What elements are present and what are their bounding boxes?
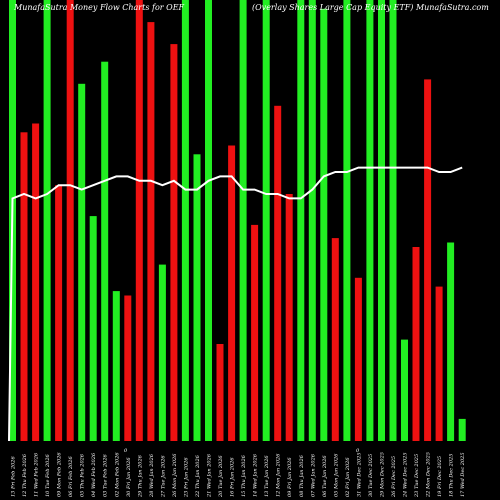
bar bbox=[308, 0, 316, 441]
x-tick-label: 03 Tue Feb 2026 bbox=[103, 453, 109, 497]
bar bbox=[78, 83, 86, 442]
x-tick-label: 29 Thu Jan 2026 bbox=[137, 454, 143, 498]
x-tick-label: 24 Wed Dec 2025 bbox=[403, 452, 409, 498]
chart-title-left: MunafaSutra Money Flow Charts for OEF bbox=[13, 3, 185, 12]
percent-label-left: 0 bbox=[124, 448, 128, 454]
x-tick-label: 06 Tue Jan 2026 bbox=[322, 455, 328, 497]
x-tick-label: 02 Fri Jan 2026 bbox=[345, 457, 351, 497]
bar bbox=[20, 132, 28, 442]
x-tick-label: 30 Fri Jan 2026 bbox=[126, 457, 132, 497]
x-tick-label: 13 Tue Jan 2026 bbox=[264, 455, 270, 497]
x-tick-label: 05 Thu Feb 2026 bbox=[80, 453, 86, 497]
bar bbox=[124, 295, 132, 441]
bar bbox=[205, 0, 212, 441]
x-tick-label: 26 Mon Jan 2026 bbox=[172, 453, 178, 498]
bar bbox=[389, 0, 397, 441]
bar bbox=[262, 0, 270, 441]
bar bbox=[66, 0, 74, 441]
x-tick-label: 15 Thu Jan 2026 bbox=[241, 454, 247, 497]
x-axis-tick-labels: 13 Fri Feb 2026 12 Thu Feb 2026 11 Wed Feb… bbox=[11, 452, 467, 498]
x-tick-label: 28 Wed Jan 2026 bbox=[149, 453, 155, 498]
x-tick-label: 08 Thu Jan 2026 bbox=[299, 454, 305, 497]
bar bbox=[251, 224, 259, 441]
x-tick-label: 20 Tue Jan 2026 bbox=[218, 455, 224, 498]
x-tick-label: 10 Tue Feb 2026 bbox=[45, 453, 51, 497]
x-tick-label: 07 Wed Jan 2026 bbox=[310, 453, 316, 497]
percent-label-right: 0 bbox=[356, 448, 360, 454]
x-tick-label: 14 Wed Jan 2026 bbox=[253, 453, 259, 497]
bar bbox=[458, 418, 466, 441]
bar bbox=[170, 44, 178, 441]
x-tick-label: 05 Mon Jan 2026 bbox=[333, 453, 339, 497]
chart-title-right: (Overlay Shares Large Cap Equity ETF) Mu… bbox=[252, 3, 489, 12]
bar bbox=[55, 185, 63, 441]
x-tick-label: 23 Fri Jan 2026 bbox=[183, 457, 189, 498]
x-tick-label: 09 Fri Jan 2026 bbox=[287, 457, 293, 497]
bar bbox=[43, 0, 51, 441]
x-tick-label: 11 Wed Feb 2026 bbox=[34, 452, 40, 497]
bar bbox=[297, 0, 305, 441]
bar bbox=[331, 238, 339, 441]
x-tick-label: 04 Wed Feb 2026 bbox=[91, 452, 97, 497]
x-tick-label: 21 Wed Jan 2026 bbox=[207, 453, 213, 498]
bar bbox=[435, 286, 443, 441]
bar bbox=[181, 0, 189, 441]
bar bbox=[239, 0, 247, 441]
x-tick-label: 22 Thu Jan 2026 bbox=[195, 454, 201, 498]
bar bbox=[158, 264, 166, 441]
x-tick-label: 02 Mon Feb 2026 bbox=[114, 452, 120, 497]
bar bbox=[216, 344, 224, 441]
bar bbox=[193, 154, 201, 442]
x-tick-label: 12 Mon Jan 2026 bbox=[276, 453, 282, 497]
x-tick-label: 17 Wed Dec 2025 bbox=[460, 452, 466, 497]
bar bbox=[401, 339, 408, 441]
x-tick-label: 09 Mon Feb 2026 bbox=[57, 452, 63, 497]
bar-series bbox=[9, 0, 466, 442]
bar bbox=[412, 247, 420, 441]
x-tick-label: 29 Mon Dec 2025 bbox=[380, 452, 386, 498]
bar bbox=[447, 242, 455, 441]
bar bbox=[32, 123, 40, 441]
bar bbox=[366, 0, 374, 441]
bar bbox=[147, 22, 155, 441]
bar bbox=[378, 0, 385, 441]
bar bbox=[112, 291, 120, 441]
bar bbox=[424, 79, 432, 442]
x-tick-label: 13 Fri Feb 2026 bbox=[11, 456, 17, 497]
bar bbox=[228, 145, 236, 441]
bar bbox=[274, 105, 282, 442]
x-tick-label: 23 Tue Dec 2025 bbox=[414, 454, 420, 498]
x-tick-label: 27 Tue Jan 2026 bbox=[160, 455, 166, 498]
bar bbox=[101, 61, 109, 441]
x-tick-label: 12 Thu Feb 2026 bbox=[22, 453, 28, 497]
bar bbox=[285, 194, 293, 441]
bar bbox=[89, 216, 97, 441]
x-tick-label: 22 Mon Dec 2025 bbox=[426, 452, 432, 498]
x-tick-label: 26 Fri Dec 2025 bbox=[391, 456, 397, 498]
x-tick-label: 19 Fri Dec 2025 bbox=[437, 456, 443, 497]
x-tick-label: 06 Fri Feb 2026 bbox=[68, 456, 74, 497]
bar bbox=[320, 8, 328, 442]
bar bbox=[135, 0, 143, 441]
bar bbox=[354, 277, 362, 441]
x-tick-label: 31 Wed Dec 2025 bbox=[356, 452, 362, 497]
bar bbox=[343, 0, 351, 441]
money-flow-line bbox=[8, 166, 463, 442]
x-tick-label: 30 Tue Dec 2025 bbox=[368, 454, 374, 497]
x-tick-label: 16 Fri Jan 2026 bbox=[230, 457, 236, 497]
x-tick-label: 18 Thu Dec 2025 bbox=[449, 454, 455, 497]
